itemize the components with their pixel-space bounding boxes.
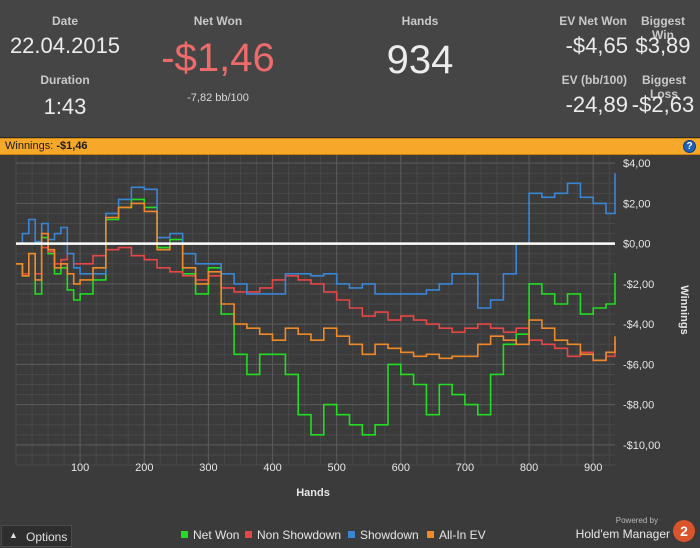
legend-label-net-won: Net Won (193, 528, 240, 542)
winnings-summary: Winnings: -$1,46 (5, 140, 88, 152)
chart-legend: Net Won Non Showdown Showdown All-In EV (0, 528, 700, 544)
options-label: Options (26, 530, 68, 544)
x-axis-ticks: 100 200 300 400 500 600 700 800 900 (71, 462, 602, 474)
chevron-up-icon: ▲ (9, 530, 18, 540)
biggest-loss-label: Biggest Loss (641, 73, 686, 101)
y-tick-label: -$4,00 (623, 319, 654, 331)
ev-bb-per-100-label: EV (bb/100) (561, 73, 627, 87)
legend-non-showdown[interactable]: Non Showdown (245, 528, 341, 542)
legend-all-in-ev[interactable]: All-In EV (427, 528, 486, 542)
biggest-win-label: Biggest Win (640, 14, 685, 42)
legend-swatch-showdown (348, 531, 355, 538)
legend-label-non-showdown: Non Showdown (257, 528, 342, 542)
help-icon[interactable]: ? (683, 140, 696, 153)
y-tick-label: -$6,00 (623, 359, 654, 371)
biggest-win-value: $3,89 (635, 33, 691, 58)
y-axis-label: Winnings (678, 285, 690, 334)
x-tick-label: 100 (71, 462, 89, 474)
date-label: Date (51, 14, 78, 28)
hands-label: Hands (401, 14, 439, 28)
stats-panel: Date 22.04.2015 Duration 1:43 Net Won -$… (0, 0, 700, 138)
ev-bb-per-100-value: -24,89 (565, 92, 628, 117)
y-tick-label: -$2,00 (623, 279, 654, 291)
x-tick-label: 600 (392, 462, 410, 474)
x-tick-label: 400 (263, 462, 281, 474)
winnings-header-bar: Winnings: -$1,46 ? (0, 138, 700, 155)
net-won-value: -$1,46 (161, 36, 275, 80)
legend-showdown[interactable]: Showdown (348, 528, 419, 542)
series-line-all-in-ev (16, 202, 616, 362)
series-line-net-won (16, 198, 616, 436)
net-won-bb-per-100: -7,82 bb/100 (187, 92, 249, 104)
legend-net-won[interactable]: Net Won (181, 528, 239, 542)
ev-net-won-value: -$4,65 (565, 33, 628, 58)
winnings-chart[interactable]: 100 200 300 400 500 600 700 800 900 $4,00 $2,00 $0… (0, 142, 700, 548)
biggest-loss-value: -$2,63 (631, 92, 695, 117)
duration-label: Duration (40, 73, 90, 87)
y-tick-label: $0,00 (623, 239, 651, 251)
powered-by-text: Powered by (615, 516, 658, 525)
legend-swatch-non-showdown (245, 531, 252, 538)
product-name: Hold'em Manager (575, 527, 670, 541)
x-tick-label: 900 (584, 462, 602, 474)
legend-label-all-in-ev: All-In EV (439, 528, 486, 542)
duration-value: 1:43 (43, 94, 87, 119)
x-tick-label: 300 (199, 462, 217, 474)
x-tick-label: 200 (135, 462, 153, 474)
winnings-value: -$1,46 (56, 140, 88, 152)
chart-series (16, 173, 616, 436)
winnings-label: Winnings: (5, 140, 54, 152)
y-tick-label: -$8,00 (623, 400, 654, 412)
x-axis-label: Hands (296, 487, 330, 499)
branding: Powered by Hold'em Manager 2 (560, 516, 698, 546)
legend-swatch-all-in-ev (427, 531, 434, 538)
legend-swatch-net-won (181, 531, 188, 538)
legend-label-showdown: Showdown (360, 528, 419, 542)
y-axis-ticks: $4,00 $2,00 $0,00 -$2,00 -$4,00 -$6,00 -$8,00 -… (623, 158, 660, 452)
y-tick-label: $4,00 (623, 158, 651, 170)
hands-value: 934 (386, 38, 454, 82)
hm2-logo-icon: 2 (673, 520, 695, 542)
y-tick-label: $2,00 (623, 198, 651, 210)
options-button[interactable]: ▲ Options (1, 525, 72, 547)
date-value: 22.04.2015 (9, 33, 121, 58)
y-tick-label: -$10,00 (623, 440, 660, 452)
net-won-label: Net Won (193, 14, 243, 28)
x-tick-label: 800 (520, 462, 538, 474)
plot-area (16, 143, 615, 465)
winnings-graph: 100 200 300 400 500 600 700 800 900 $4,00 $2,00 $0… (0, 142, 700, 548)
x-tick-label: 700 (456, 462, 474, 474)
x-tick-label: 500 (327, 462, 345, 474)
ev-net-won-label: EV Net Won (559, 14, 627, 28)
